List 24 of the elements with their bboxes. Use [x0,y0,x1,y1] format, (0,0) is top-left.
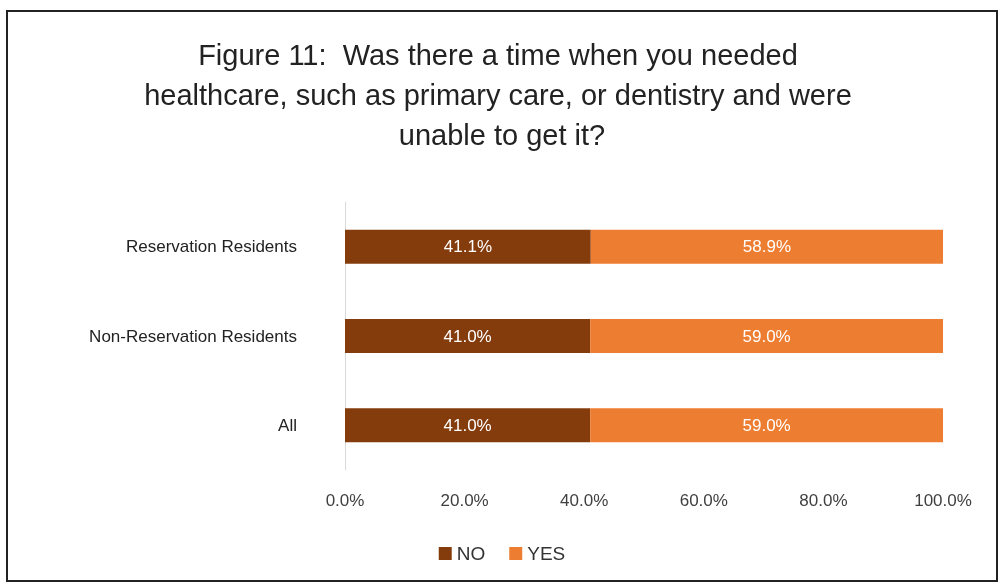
x-tick-label: 60.0% [679,491,728,510]
bar [345,319,591,353]
data-label: 41.0% [443,415,492,435]
bar [590,229,943,264]
y-tick-label: All [278,415,297,435]
data-label: 58.9% [742,237,791,257]
data-label: 59.0% [742,415,791,435]
chart-title: Figure 11: Was there a time when you needed healthcare, such as primary care, or dentistry and were unable to get it? [144,39,860,151]
x-tick-label: 40.0% [560,491,609,510]
bar [590,408,943,443]
data-label: 59.0% [742,326,791,346]
bar [590,319,943,353]
bar [345,408,591,443]
bar [345,229,591,264]
data-label: 41.1% [443,237,492,257]
x-tick-label: 80.0% [799,491,848,510]
legend-label: YES [527,543,566,564]
x-tick-label: 20.0% [440,491,489,510]
x-tick-label: 100.0% [914,491,972,510]
y-tick-label: Non-Reservation Residents [89,326,297,346]
y-tick-label: Reservation Residents [125,237,297,257]
legend-label: NO [456,543,486,564]
data-label: 41.0% [443,326,492,346]
x-tick-label: 0.0% [325,491,365,510]
